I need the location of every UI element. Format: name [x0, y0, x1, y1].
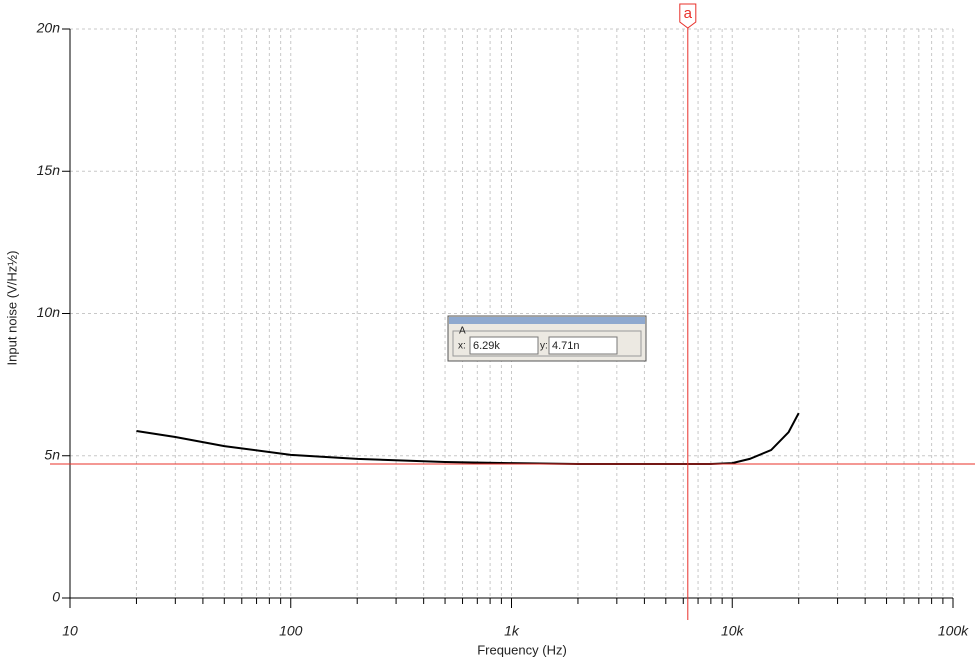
y-axis-label: Input noise (V/Hz½): [4, 251, 19, 366]
readout-group: [452, 330, 642, 357]
x-tick-label: 10k: [721, 623, 745, 639]
readout-x-field: [469, 336, 539, 355]
x-axis-label: Frequency (Hz): [477, 642, 567, 657]
readout-x-prefix: x:: [458, 341, 466, 352]
x-tick-label: 100: [279, 623, 303, 639]
cursor-name: a: [684, 5, 693, 22]
y-tick-label: 0: [52, 589, 60, 605]
cursor-flag: [679, 3, 697, 29]
noise-curve: [136, 412, 800, 466]
readout-y-field: [548, 336, 618, 355]
readout-title: A: [459, 326, 466, 337]
cursor-readout: Ax: 6.29k y: 4.71n: [447, 315, 647, 362]
y-tick-label: 15n: [37, 162, 61, 178]
readout-titlebar: [449, 317, 645, 324]
readout-y-prefix: y:: [540, 341, 548, 352]
x-tick-label: 10: [62, 623, 78, 639]
y-tick-label: 10n: [37, 304, 61, 320]
x-tick-label: 1k: [504, 623, 520, 639]
readout-y-value: 4.71n: [552, 340, 580, 352]
x-tick-label: 100k: [938, 623, 969, 639]
y-tick-label: 20n: [36, 20, 61, 36]
readout-x-value: 6.29k: [473, 340, 500, 352]
y-tick-label: 5n: [44, 446, 60, 462]
